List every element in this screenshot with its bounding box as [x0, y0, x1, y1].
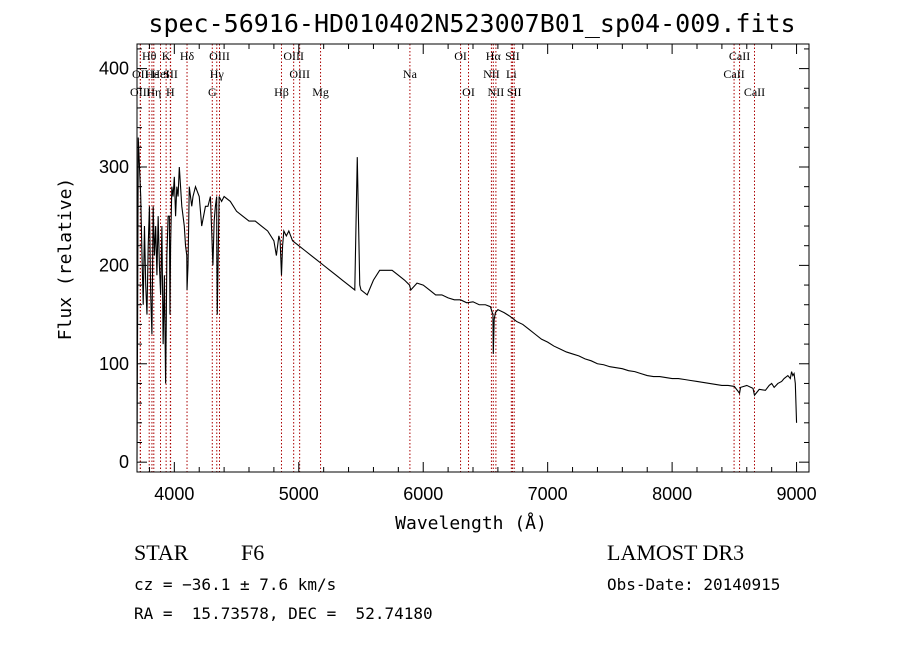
y-tick-label: 200: [99, 255, 129, 275]
object-class: STAR: [134, 540, 189, 565]
line-label: OI: [454, 49, 467, 63]
x-axis-label: Wavelength (Å): [395, 512, 547, 534]
line-label: K: [162, 49, 171, 63]
spectrum-line: [136, 137, 798, 461]
obs-date: Obs-Date: 20140915: [607, 575, 780, 594]
y-tick-label: 0: [119, 452, 129, 472]
line-label: Hθ: [142, 49, 157, 63]
x-tick-label: 4000: [154, 484, 194, 504]
line-label: OI: [462, 85, 475, 99]
line-label: CaII: [744, 85, 765, 99]
line-label: NII: [488, 85, 505, 99]
line-label: OIII: [209, 49, 230, 63]
line-label: NII: [483, 67, 500, 81]
line-label: SII: [505, 49, 520, 63]
x-tick-label: 5000: [279, 484, 319, 504]
line-label: OII: [132, 67, 149, 81]
line-label: H: [166, 85, 175, 99]
x-tick-label: 7000: [528, 484, 568, 504]
x-tick-label: 6000: [403, 484, 443, 504]
line-label: SII: [163, 67, 178, 81]
line-label: G: [208, 85, 217, 99]
line-label: SII: [507, 85, 522, 99]
line-label: Hβ: [274, 85, 289, 99]
y-tick-label: 100: [99, 354, 129, 374]
line-label: Hε: [145, 67, 159, 81]
plot-frame: [136, 43, 810, 473]
line-label: OIII: [283, 49, 304, 63]
x-tick-label: 9000: [777, 484, 817, 504]
spectral-line-markers: [139, 44, 755, 472]
object-subclass: F6: [241, 540, 264, 565]
line-label: Hη: [146, 85, 161, 99]
y-tick-label: 400: [99, 59, 129, 79]
line-label: Mg: [312, 85, 329, 99]
line-label: CaII: [729, 49, 750, 63]
line-label: Li: [506, 67, 517, 81]
line-label: HeI: [152, 67, 170, 81]
redshift-readout: cz = −36.1 ± 7.6 km/s: [134, 575, 336, 594]
line-label: Hδ: [180, 49, 195, 63]
y-axis-label: Flux (relative): [55, 178, 76, 341]
line-label: Hα: [486, 49, 502, 63]
x-tick-label: 8000: [652, 484, 692, 504]
y-tick-label: 300: [99, 157, 129, 177]
chart-title: spec-56916-HD010402N523007B01_sp04-009.f…: [148, 9, 795, 38]
axis-ticks: 4000 5000 6000 7000 8000 9000 0 100 200 300 400: [99, 44, 817, 504]
coordinates-readout: RA = 15.73578, DEC = 52.74180: [134, 604, 433, 623]
line-label: Hγ: [210, 67, 225, 81]
line-label: CaII: [723, 67, 744, 81]
survey-name: LAMOST DR3: [607, 540, 744, 565]
line-label: Na: [403, 67, 418, 81]
line-label: OIII: [130, 85, 151, 99]
line-label: OIII: [289, 67, 310, 81]
